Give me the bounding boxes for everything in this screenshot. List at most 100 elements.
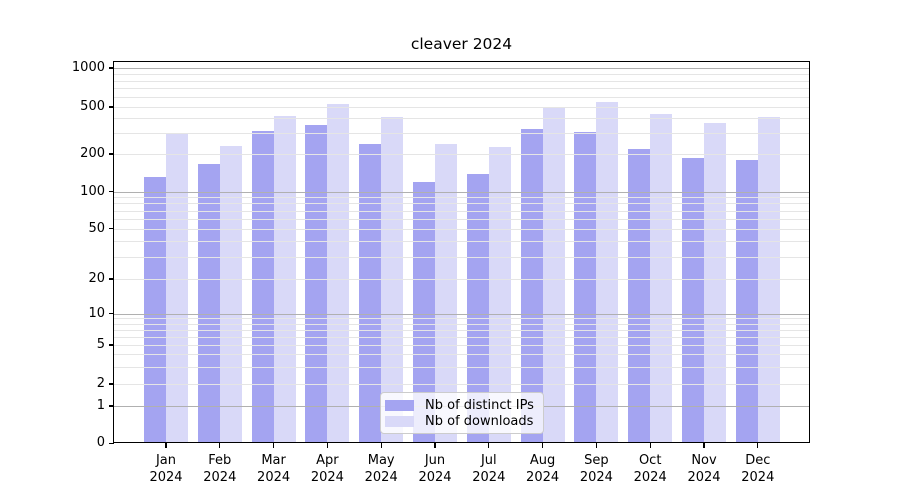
legend-label-downloads: Nb of downloads: [425, 414, 534, 429]
y-tick-label: 100: [80, 183, 105, 199]
minor-gridline: [113, 73, 810, 75]
minor-gridline: [113, 279, 810, 280]
y-tick-label: 1: [96, 398, 105, 413]
y-tick-mark: [108, 344, 114, 346]
x-tick-mark: [649, 443, 651, 449]
x-tick-label: Aug 2024: [526, 453, 560, 485]
y-tick-mark: [108, 278, 114, 280]
chart-title: cleaver 2024: [410, 35, 513, 53]
x-tick-mark: [272, 443, 275, 449]
x-tick-label: Oct 2024: [633, 453, 667, 485]
x-tick-mark: [757, 443, 759, 449]
y-tick-label: 500: [80, 99, 105, 114]
legend-swatch-downloads: [385, 416, 414, 427]
minor-gridline: [113, 203, 810, 205]
y-tick-label: 2: [96, 376, 105, 391]
x-tick-mark: [380, 443, 382, 449]
y-tick-label: 10: [88, 305, 105, 321]
x-tick-label: Sep 2024: [579, 453, 613, 485]
minor-gridline: [113, 318, 810, 320]
bar-ips-apr: [305, 125, 328, 444]
bar-ips-mar: [251, 130, 274, 444]
bar-ips-dec: [735, 160, 758, 444]
bar-downloads-jan: [166, 133, 188, 444]
y-tick-label: 1000: [71, 60, 105, 75]
x-tick-mark: [488, 443, 490, 449]
minor-gridline: [113, 210, 810, 212]
minor-gridline: [113, 118, 810, 120]
x-tick-mark: [595, 443, 598, 449]
bar-ips-aug: [520, 128, 543, 444]
x-tick-label: Nov 2024: [687, 453, 721, 485]
major-gridline: [113, 191, 810, 193]
bar-downloads-jul: [488, 146, 511, 444]
bar-ips-feb: [197, 164, 220, 444]
bar-ips-oct: [628, 148, 651, 444]
x-tick-label: Jan 2024: [149, 453, 183, 485]
x-tick-mark: [326, 443, 329, 449]
legend-item-distinct-ips: Nb of distinct IPs: [385, 398, 537, 413]
y-tick-mark: [108, 227, 114, 230]
bar-downloads-nov: [704, 123, 726, 444]
bar-ips-jan: [144, 176, 166, 444]
minor-gridline: [113, 228, 810, 230]
x-tick-mark: [541, 443, 544, 449]
minor-gridline: [113, 197, 810, 199]
x-tick-label: Apr 2024: [310, 453, 344, 485]
bar-downloads-aug: [542, 107, 565, 444]
legend-item-downloads: Nb of downloads: [385, 414, 537, 429]
x-tick-label: May 2024: [364, 453, 398, 485]
y-tick-label: 0: [96, 435, 105, 451]
bar-ips-sep: [574, 132, 597, 444]
y-tick-mark: [108, 106, 114, 108]
y-tick-label: 5: [96, 337, 105, 352]
y-tick-label: 20: [88, 271, 105, 286]
y-tick-mark: [108, 67, 114, 69]
x-tick-label: Feb 2024: [203, 453, 237, 485]
x-tick-label: Mar 2024: [257, 453, 291, 485]
minor-gridline: [113, 336, 810, 338]
minor-gridline: [113, 323, 810, 325]
bar-downloads-sep: [596, 102, 619, 444]
minor-gridline: [113, 133, 810, 135]
bar-ips-nov: [682, 158, 704, 444]
minor-gridline: [113, 329, 810, 331]
minor-gridline: [113, 354, 810, 356]
major-gridline: [113, 313, 810, 315]
x-tick-label: Dec 2024: [741, 453, 775, 485]
x-tick-mark: [434, 443, 436, 449]
y-tick-label: 50: [88, 220, 105, 236]
minor-gridline: [113, 80, 810, 82]
minor-gridline: [113, 256, 810, 258]
bar-ips-jun: [413, 182, 435, 444]
minor-gridline: [113, 345, 810, 346]
y-tick-mark: [108, 153, 114, 155]
y-tick-mark: [108, 442, 114, 444]
y-tick-label: 200: [80, 146, 105, 161]
minor-gridline: [113, 384, 810, 385]
x-tick-mark: [703, 443, 705, 449]
bar-downloads-feb: [219, 146, 242, 444]
bar-downloads-oct: [650, 113, 673, 444]
minor-gridline: [113, 366, 810, 368]
minor-gridline: [113, 96, 810, 98]
x-tick-label: Jun 2024: [418, 453, 452, 485]
legend-swatch-distinct-ips: [385, 400, 414, 411]
minor-gridline: [113, 154, 810, 155]
legend: Nb of distinct IPs Nb of downloads: [380, 392, 544, 434]
y-tick-mark: [108, 190, 114, 193]
minor-gridline: [113, 240, 810, 242]
y-tick-mark: [108, 312, 114, 315]
x-tick-mark: [165, 443, 167, 449]
x-tick-label: Jul 2024: [472, 453, 506, 485]
major-gridline: [113, 68, 810, 69]
y-tick-mark: [108, 383, 114, 385]
bar-ips-may: [359, 144, 382, 444]
minor-gridline: [113, 218, 810, 220]
x-tick-mark: [219, 443, 221, 449]
minor-gridline: [113, 107, 810, 108]
minor-gridline: [113, 88, 810, 90]
bar-downloads-apr: [327, 103, 350, 444]
y-tick-mark: [108, 405, 114, 407]
